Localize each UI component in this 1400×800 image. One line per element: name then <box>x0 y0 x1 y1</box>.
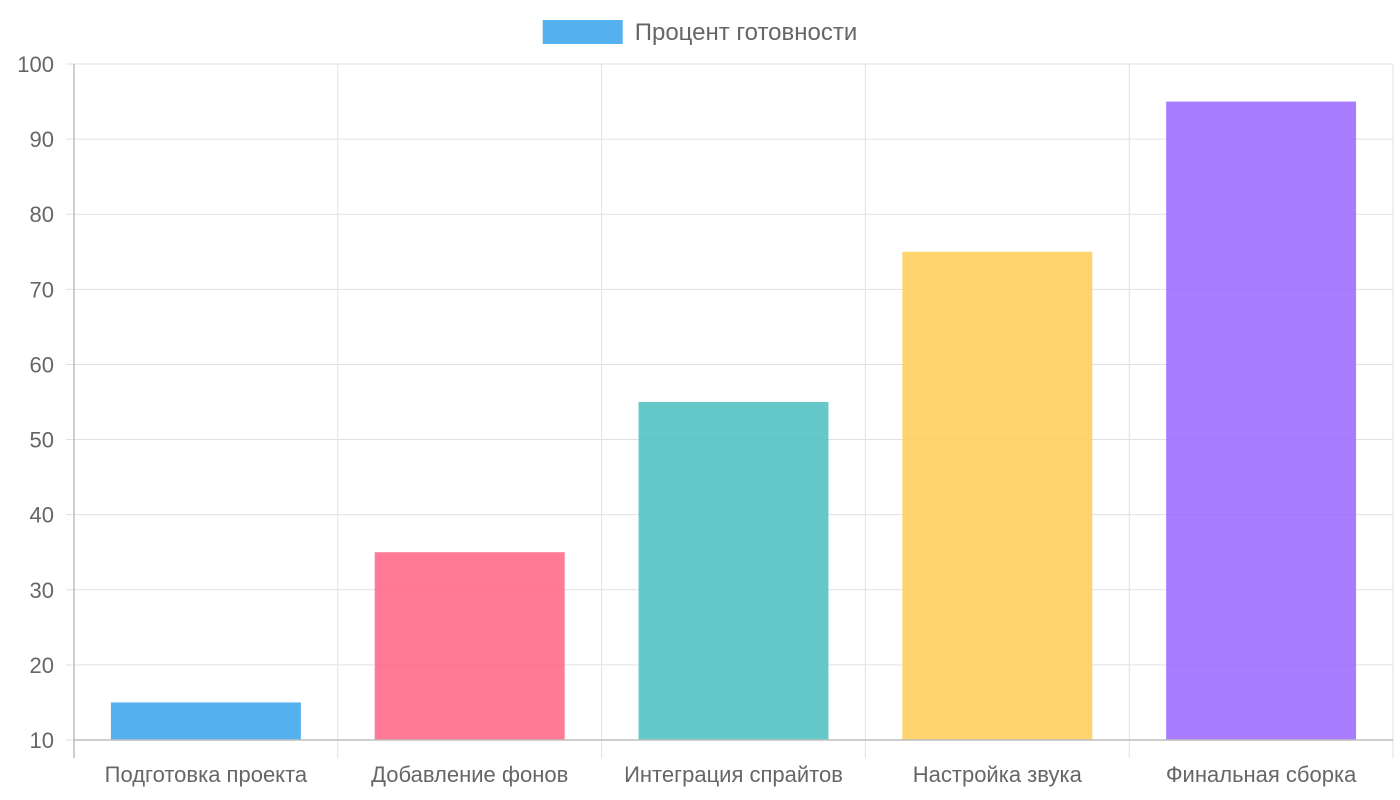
y-tick-label: 50 <box>30 428 54 453</box>
y-tick-label: 30 <box>30 578 54 603</box>
y-tick-label: 90 <box>30 127 54 152</box>
bar[interactable] <box>902 251 1093 740</box>
bars <box>110 101 1357 741</box>
y-tick-label: 100 <box>17 52 54 77</box>
bar[interactable] <box>110 702 301 740</box>
bar[interactable] <box>1166 101 1357 741</box>
x-tick-label: Настройка звука <box>913 762 1083 787</box>
x-axis-ticks: Подготовка проекта Добавление фонов Интегр… <box>105 762 1357 787</box>
bar[interactable] <box>638 402 829 740</box>
x-tick-label: Финальная сборка <box>1166 762 1357 787</box>
y-tick-label: 70 <box>30 277 54 302</box>
y-tick-label: 20 <box>30 653 54 678</box>
x-tick-label: Добавление фонов <box>371 762 568 787</box>
y-tick-label: 40 <box>30 503 54 528</box>
axes <box>73 64 1393 758</box>
legend-swatch[interactable] <box>542 20 623 44</box>
legend[interactable]: Процент готовности <box>542 19 858 46</box>
legend-label[interactable]: Процент готовности <box>635 19 858 46</box>
bar[interactable] <box>374 552 565 740</box>
y-axis-ticks: 100 90 80 70 60 50 40 30 20 10 <box>17 52 54 753</box>
y-tick-label: 60 <box>30 352 54 377</box>
y-tick-label: 80 <box>30 202 54 227</box>
x-tick-label: Подготовка проекта <box>105 762 308 787</box>
x-tick-label: Интеграция спрайтов <box>624 762 843 787</box>
y-tick-label: 10 <box>30 728 54 753</box>
